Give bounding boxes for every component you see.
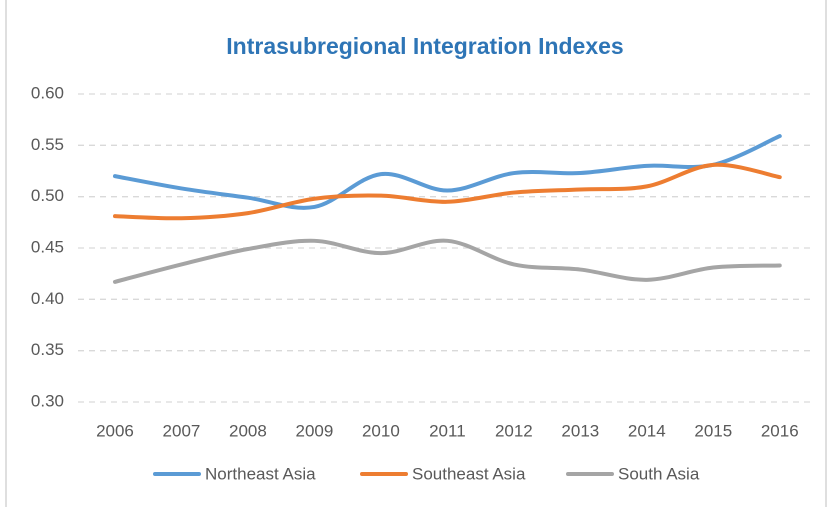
x-tick-label: 2014 <box>628 421 666 440</box>
x-tick-label: 2008 <box>229 421 267 440</box>
x-tick-label: 2010 <box>362 421 400 440</box>
x-tick-label: 2011 <box>429 421 466 440</box>
y-tick-label: 0.40 <box>31 289 64 308</box>
series-line <box>112 238 782 284</box>
x-tick-label: 2013 <box>561 421 599 440</box>
x-tick-label: 2009 <box>296 421 334 440</box>
legend-label: South Asia <box>618 464 700 483</box>
y-tick-label: 0.55 <box>31 135 64 154</box>
series-line <box>112 134 782 210</box>
y-tick-label: 0.45 <box>31 237 64 256</box>
y-tick-label: 0.60 <box>31 83 64 102</box>
legend-label: Southeast Asia <box>412 464 526 483</box>
x-tick-label: 2016 <box>761 421 799 440</box>
y-tick-label: 0.35 <box>31 340 64 359</box>
x-tick-label: 2007 <box>163 421 201 440</box>
x-tick-label: 2006 <box>96 421 134 440</box>
y-tick-label: 0.50 <box>31 186 64 205</box>
legend-label: Northeast Asia <box>205 464 316 483</box>
series-line <box>112 162 782 221</box>
y-tick-label: 0.30 <box>31 391 64 410</box>
x-tick-label: 2015 <box>694 421 732 440</box>
chart-title: Intrasubregional Integration Indexes <box>226 33 623 59</box>
x-tick-label: 2012 <box>495 421 533 440</box>
